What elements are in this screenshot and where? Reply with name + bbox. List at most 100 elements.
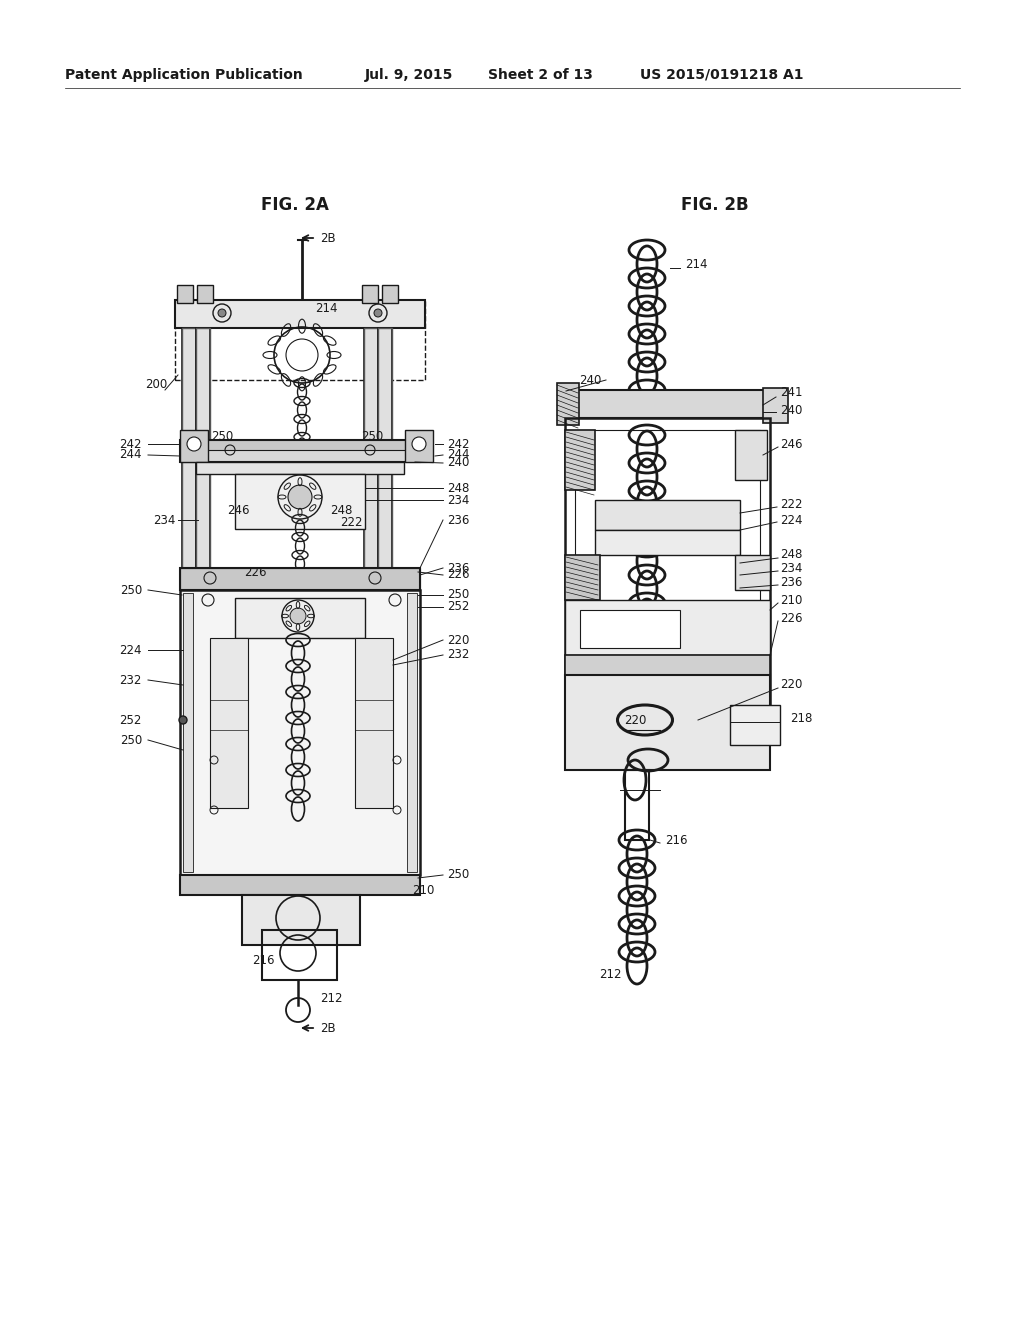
Bar: [364, 327, 378, 777]
Text: FIG. 2B: FIG. 2B: [681, 195, 749, 214]
Text: 248: 248: [780, 549, 803, 561]
Bar: [183, 593, 193, 873]
Text: 242: 242: [120, 437, 142, 450]
Bar: [625, 770, 649, 840]
Text: 248: 248: [330, 503, 352, 516]
Text: 250: 250: [447, 589, 469, 602]
Bar: [763, 388, 788, 422]
Bar: [378, 327, 392, 777]
Text: 220: 220: [447, 634, 469, 647]
Text: 252: 252: [120, 714, 142, 726]
Bar: [735, 430, 767, 480]
Bar: [565, 601, 770, 655]
Text: 250: 250: [447, 869, 469, 882]
Text: 250: 250: [120, 583, 142, 597]
Text: 252: 252: [447, 601, 469, 614]
Text: Sheet 2 of 13: Sheet 2 of 13: [488, 69, 593, 82]
Bar: [407, 593, 417, 873]
Text: 212: 212: [319, 991, 342, 1005]
Bar: [197, 285, 213, 304]
Bar: [565, 389, 775, 418]
Text: 224: 224: [120, 644, 142, 656]
Bar: [557, 383, 579, 425]
Text: 216: 216: [252, 953, 274, 966]
Bar: [234, 598, 365, 638]
Text: 222: 222: [340, 516, 362, 528]
Bar: [595, 500, 740, 531]
Bar: [175, 300, 425, 327]
Circle shape: [187, 437, 201, 451]
Bar: [575, 430, 760, 735]
Text: 220: 220: [780, 678, 803, 692]
Text: 250: 250: [120, 734, 142, 747]
Text: 218: 218: [790, 711, 812, 725]
Bar: [565, 554, 600, 601]
Text: 250: 250: [360, 430, 383, 444]
Bar: [580, 610, 680, 648]
Bar: [180, 440, 420, 462]
Bar: [595, 531, 740, 554]
Text: 226: 226: [780, 611, 803, 624]
Bar: [355, 638, 393, 808]
Bar: [242, 895, 360, 945]
Bar: [565, 675, 770, 770]
Bar: [177, 285, 193, 304]
Bar: [180, 440, 420, 450]
Text: 241: 241: [780, 385, 803, 399]
Text: 232: 232: [447, 648, 469, 661]
Text: 234: 234: [780, 561, 803, 574]
Text: FIG. 2A: FIG. 2A: [261, 195, 329, 214]
Text: 240: 240: [780, 404, 803, 417]
Text: US 2015/0191218 A1: US 2015/0191218 A1: [640, 69, 804, 82]
Bar: [196, 327, 210, 777]
Text: 242: 242: [447, 437, 469, 450]
Text: 224: 224: [780, 513, 803, 527]
Bar: [180, 568, 420, 590]
Text: 210: 210: [412, 883, 434, 896]
Text: 214: 214: [315, 301, 338, 314]
Text: Jul. 9, 2015: Jul. 9, 2015: [365, 69, 454, 82]
Text: 2B: 2B: [319, 231, 336, 244]
Circle shape: [374, 309, 382, 317]
Bar: [565, 430, 595, 490]
Text: 226: 226: [447, 569, 469, 582]
Text: 214: 214: [685, 259, 708, 272]
Bar: [565, 655, 770, 675]
Bar: [565, 418, 770, 743]
Text: 236: 236: [447, 561, 469, 574]
Bar: [362, 285, 378, 304]
Text: 240: 240: [580, 374, 602, 387]
Text: 212: 212: [599, 969, 622, 982]
Bar: [180, 590, 420, 875]
Circle shape: [218, 309, 226, 317]
Text: 248: 248: [447, 482, 469, 495]
Bar: [196, 462, 404, 474]
Bar: [735, 554, 770, 590]
Text: 200: 200: [145, 379, 167, 392]
Bar: [234, 474, 365, 529]
Text: 244: 244: [120, 449, 142, 462]
Bar: [262, 931, 337, 979]
Text: Patent Application Publication: Patent Application Publication: [65, 69, 303, 82]
Bar: [730, 705, 780, 744]
Text: 246: 246: [226, 503, 249, 516]
Bar: [180, 568, 420, 590]
Text: 244: 244: [447, 449, 469, 462]
Bar: [182, 327, 196, 777]
Bar: [182, 327, 196, 777]
Text: 222: 222: [780, 499, 803, 511]
Bar: [364, 327, 378, 777]
Text: 2B: 2B: [319, 1022, 336, 1035]
Text: 234: 234: [153, 513, 175, 527]
Text: 250: 250: [211, 430, 233, 444]
Bar: [196, 327, 210, 777]
Text: 246: 246: [780, 438, 803, 451]
Text: 236: 236: [447, 513, 469, 527]
Bar: [210, 638, 248, 808]
Bar: [175, 300, 425, 380]
Circle shape: [179, 715, 187, 723]
Bar: [406, 430, 433, 462]
Bar: [180, 430, 208, 462]
Text: 210: 210: [780, 594, 803, 606]
Text: 226: 226: [244, 565, 266, 578]
